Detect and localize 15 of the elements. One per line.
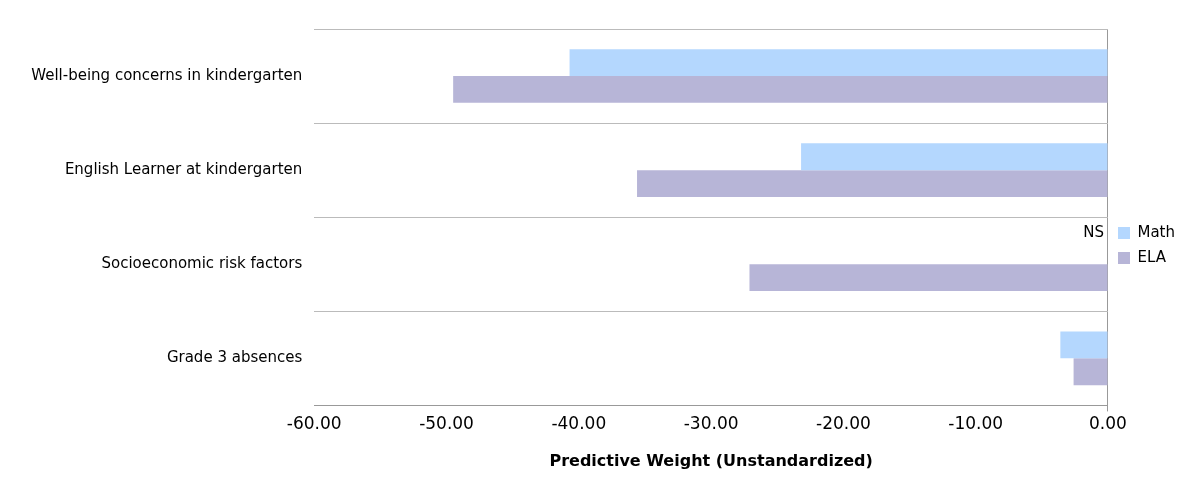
- x-tick-label: -60.00: [286, 413, 342, 434]
- y-tick-label: Well-being concerns in kindergarten: [31, 65, 303, 84]
- x-tick-label: -50.00: [419, 413, 474, 434]
- x-tick-label: -40.00: [551, 413, 607, 434]
- annotation: NS: [1083, 223, 1104, 242]
- legend-label: ELA: [1137, 247, 1167, 266]
- x-tick-label: -30.00: [683, 413, 739, 434]
- x-axis-title: Predictive Weight (Unstandardized): [549, 450, 873, 470]
- x-tick-label: -10.00: [948, 413, 1004, 434]
- y-tick-label: English Learner at kindergarten: [64, 160, 303, 179]
- x-tick-label: -20.00: [816, 413, 871, 434]
- y-tick-label: Grade 3 absences: [166, 348, 303, 367]
- x-tick-label: 0.00: [1089, 413, 1127, 434]
- legend-label: Math: [1137, 222, 1176, 241]
- y-tick-label: Socioeconomic risk factors: [101, 254, 303, 273]
